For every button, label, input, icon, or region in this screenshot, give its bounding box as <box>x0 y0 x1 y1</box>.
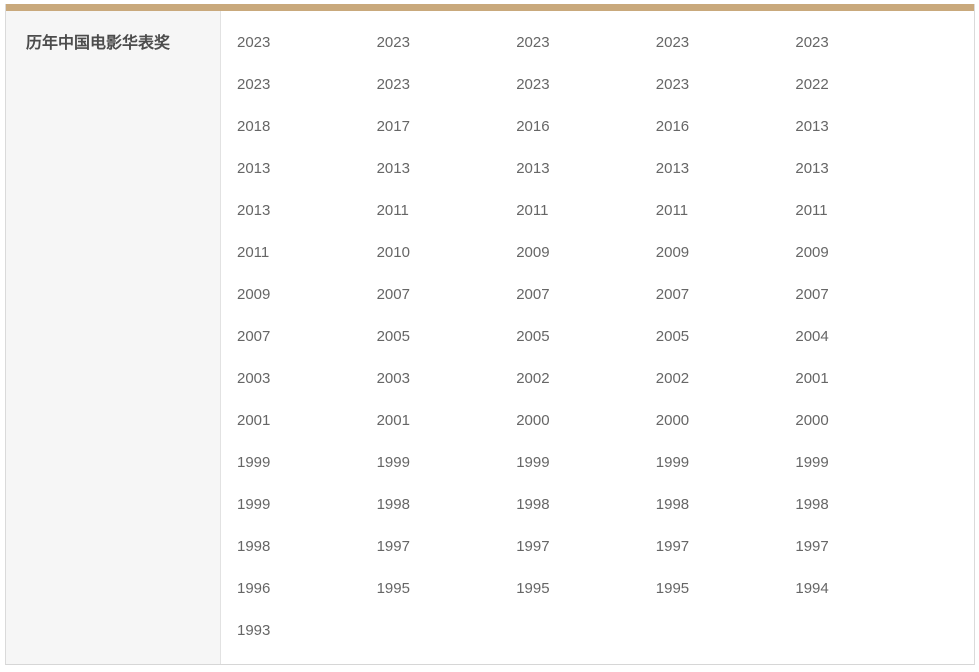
year-link[interactable]: 1999 <box>795 454 829 471</box>
year-link[interactable]: 1998 <box>237 538 271 555</box>
year-link[interactable]: 2000 <box>516 412 550 429</box>
year-link[interactable]: 2010 <box>376 244 410 261</box>
year-link[interactable]: 2018 <box>237 118 271 135</box>
year-link[interactable]: 2009 <box>237 286 271 303</box>
year-link[interactable]: 2013 <box>237 202 271 219</box>
year-link[interactable]: 1995 <box>655 580 690 597</box>
year-link[interactable]: 2023 <box>655 34 690 51</box>
year-link[interactable]: 2000 <box>795 412 829 429</box>
award-history-widget: 历年中国电影华表奖 2023 2023 2023 2023 2023 2023 2023 20… <box>5 4 975 665</box>
year-link[interactable]: 2023 <box>237 76 271 93</box>
years-grid: 2023 2023 2023 2023 2023 2023 2023 2023 2023 2022… <box>221 11 974 664</box>
year-link[interactable]: 1997 <box>795 538 829 555</box>
year-link[interactable]: 2017 <box>376 118 410 135</box>
year-link[interactable]: 2009 <box>655 244 690 261</box>
year-link[interactable]: 2005 <box>655 328 690 345</box>
year-link[interactable]: 2023 <box>795 34 829 51</box>
year-link[interactable]: 2023 <box>376 34 410 51</box>
year-link[interactable]: 2003 <box>376 370 410 387</box>
year-link[interactable]: 2005 <box>516 328 550 345</box>
year-link[interactable]: 2007 <box>516 286 550 303</box>
year-link[interactable]: 1998 <box>795 496 829 513</box>
year-link[interactable]: 2013 <box>655 160 690 177</box>
year-link[interactable]: 2011 <box>795 202 828 219</box>
year-link[interactable]: 1999 <box>237 454 271 471</box>
year-link[interactable]: 1999 <box>655 454 690 471</box>
year-link[interactable]: 2002 <box>516 370 550 387</box>
year-link[interactable]: 2007 <box>655 286 690 303</box>
year-link[interactable]: 1995 <box>376 580 410 597</box>
year-link[interactable]: 2001 <box>795 370 829 387</box>
year-link[interactable]: 1997 <box>376 538 410 555</box>
year-link[interactable]: 2016 <box>516 118 550 135</box>
year-link[interactable]: 2023 <box>237 34 271 51</box>
year-link[interactable]: 2023 <box>516 34 550 51</box>
year-link[interactable]: 2002 <box>655 370 690 387</box>
year-link[interactable]: 2022 <box>795 76 829 93</box>
top-accent-bar <box>6 4 974 11</box>
year-link[interactable]: 1998 <box>376 496 410 513</box>
year-link[interactable]: 2013 <box>795 160 829 177</box>
widget-title: 历年中国电影华表奖 <box>26 35 171 52</box>
year-link[interactable]: 2009 <box>516 244 550 261</box>
year-link[interactable]: 2023 <box>655 76 690 93</box>
year-link[interactable]: 2011 <box>655 202 689 219</box>
year-link[interactable]: 2013 <box>376 160 410 177</box>
year-link[interactable]: 1999 <box>516 454 550 471</box>
year-link[interactable]: 2013 <box>516 160 550 177</box>
year-link[interactable]: 2023 <box>516 76 550 93</box>
year-link[interactable]: 2009 <box>795 244 829 261</box>
year-link[interactable]: 1996 <box>237 580 271 597</box>
year-link[interactable]: 1995 <box>516 580 550 597</box>
year-link[interactable]: 1997 <box>516 538 550 555</box>
year-link[interactable]: 1999 <box>237 496 271 513</box>
year-link[interactable]: 2007 <box>795 286 829 303</box>
year-link[interactable]: 1994 <box>795 580 829 597</box>
year-link[interactable]: 2011 <box>376 202 409 219</box>
year-link[interactable]: 1998 <box>516 496 550 513</box>
year-link[interactable]: 2013 <box>237 160 271 177</box>
year-link[interactable]: 1997 <box>655 538 690 555</box>
year-link[interactable]: 2007 <box>237 328 271 345</box>
year-link[interactable]: 2000 <box>655 412 690 429</box>
year-link[interactable]: 2001 <box>376 412 410 429</box>
year-link[interactable]: 1998 <box>655 496 690 513</box>
widget-body: 历年中国电影华表奖 2023 2023 2023 2023 2023 2023 2023 20… <box>6 11 974 664</box>
year-link[interactable]: 2007 <box>376 286 410 303</box>
year-link[interactable]: 1993 <box>237 622 271 639</box>
year-link[interactable]: 2011 <box>237 244 270 261</box>
year-link[interactable]: 2023 <box>376 76 410 93</box>
year-link[interactable]: 2003 <box>237 370 271 387</box>
year-link[interactable]: 2013 <box>795 118 829 135</box>
year-link[interactable]: 2016 <box>655 118 690 135</box>
year-link[interactable]: 2005 <box>376 328 410 345</box>
year-link[interactable]: 2011 <box>516 202 549 219</box>
year-link[interactable]: 2004 <box>795 328 829 345</box>
year-link[interactable]: 2001 <box>237 412 271 429</box>
year-link[interactable]: 1999 <box>376 454 410 471</box>
label-column: 历年中国电影华表奖 <box>6 11 221 664</box>
